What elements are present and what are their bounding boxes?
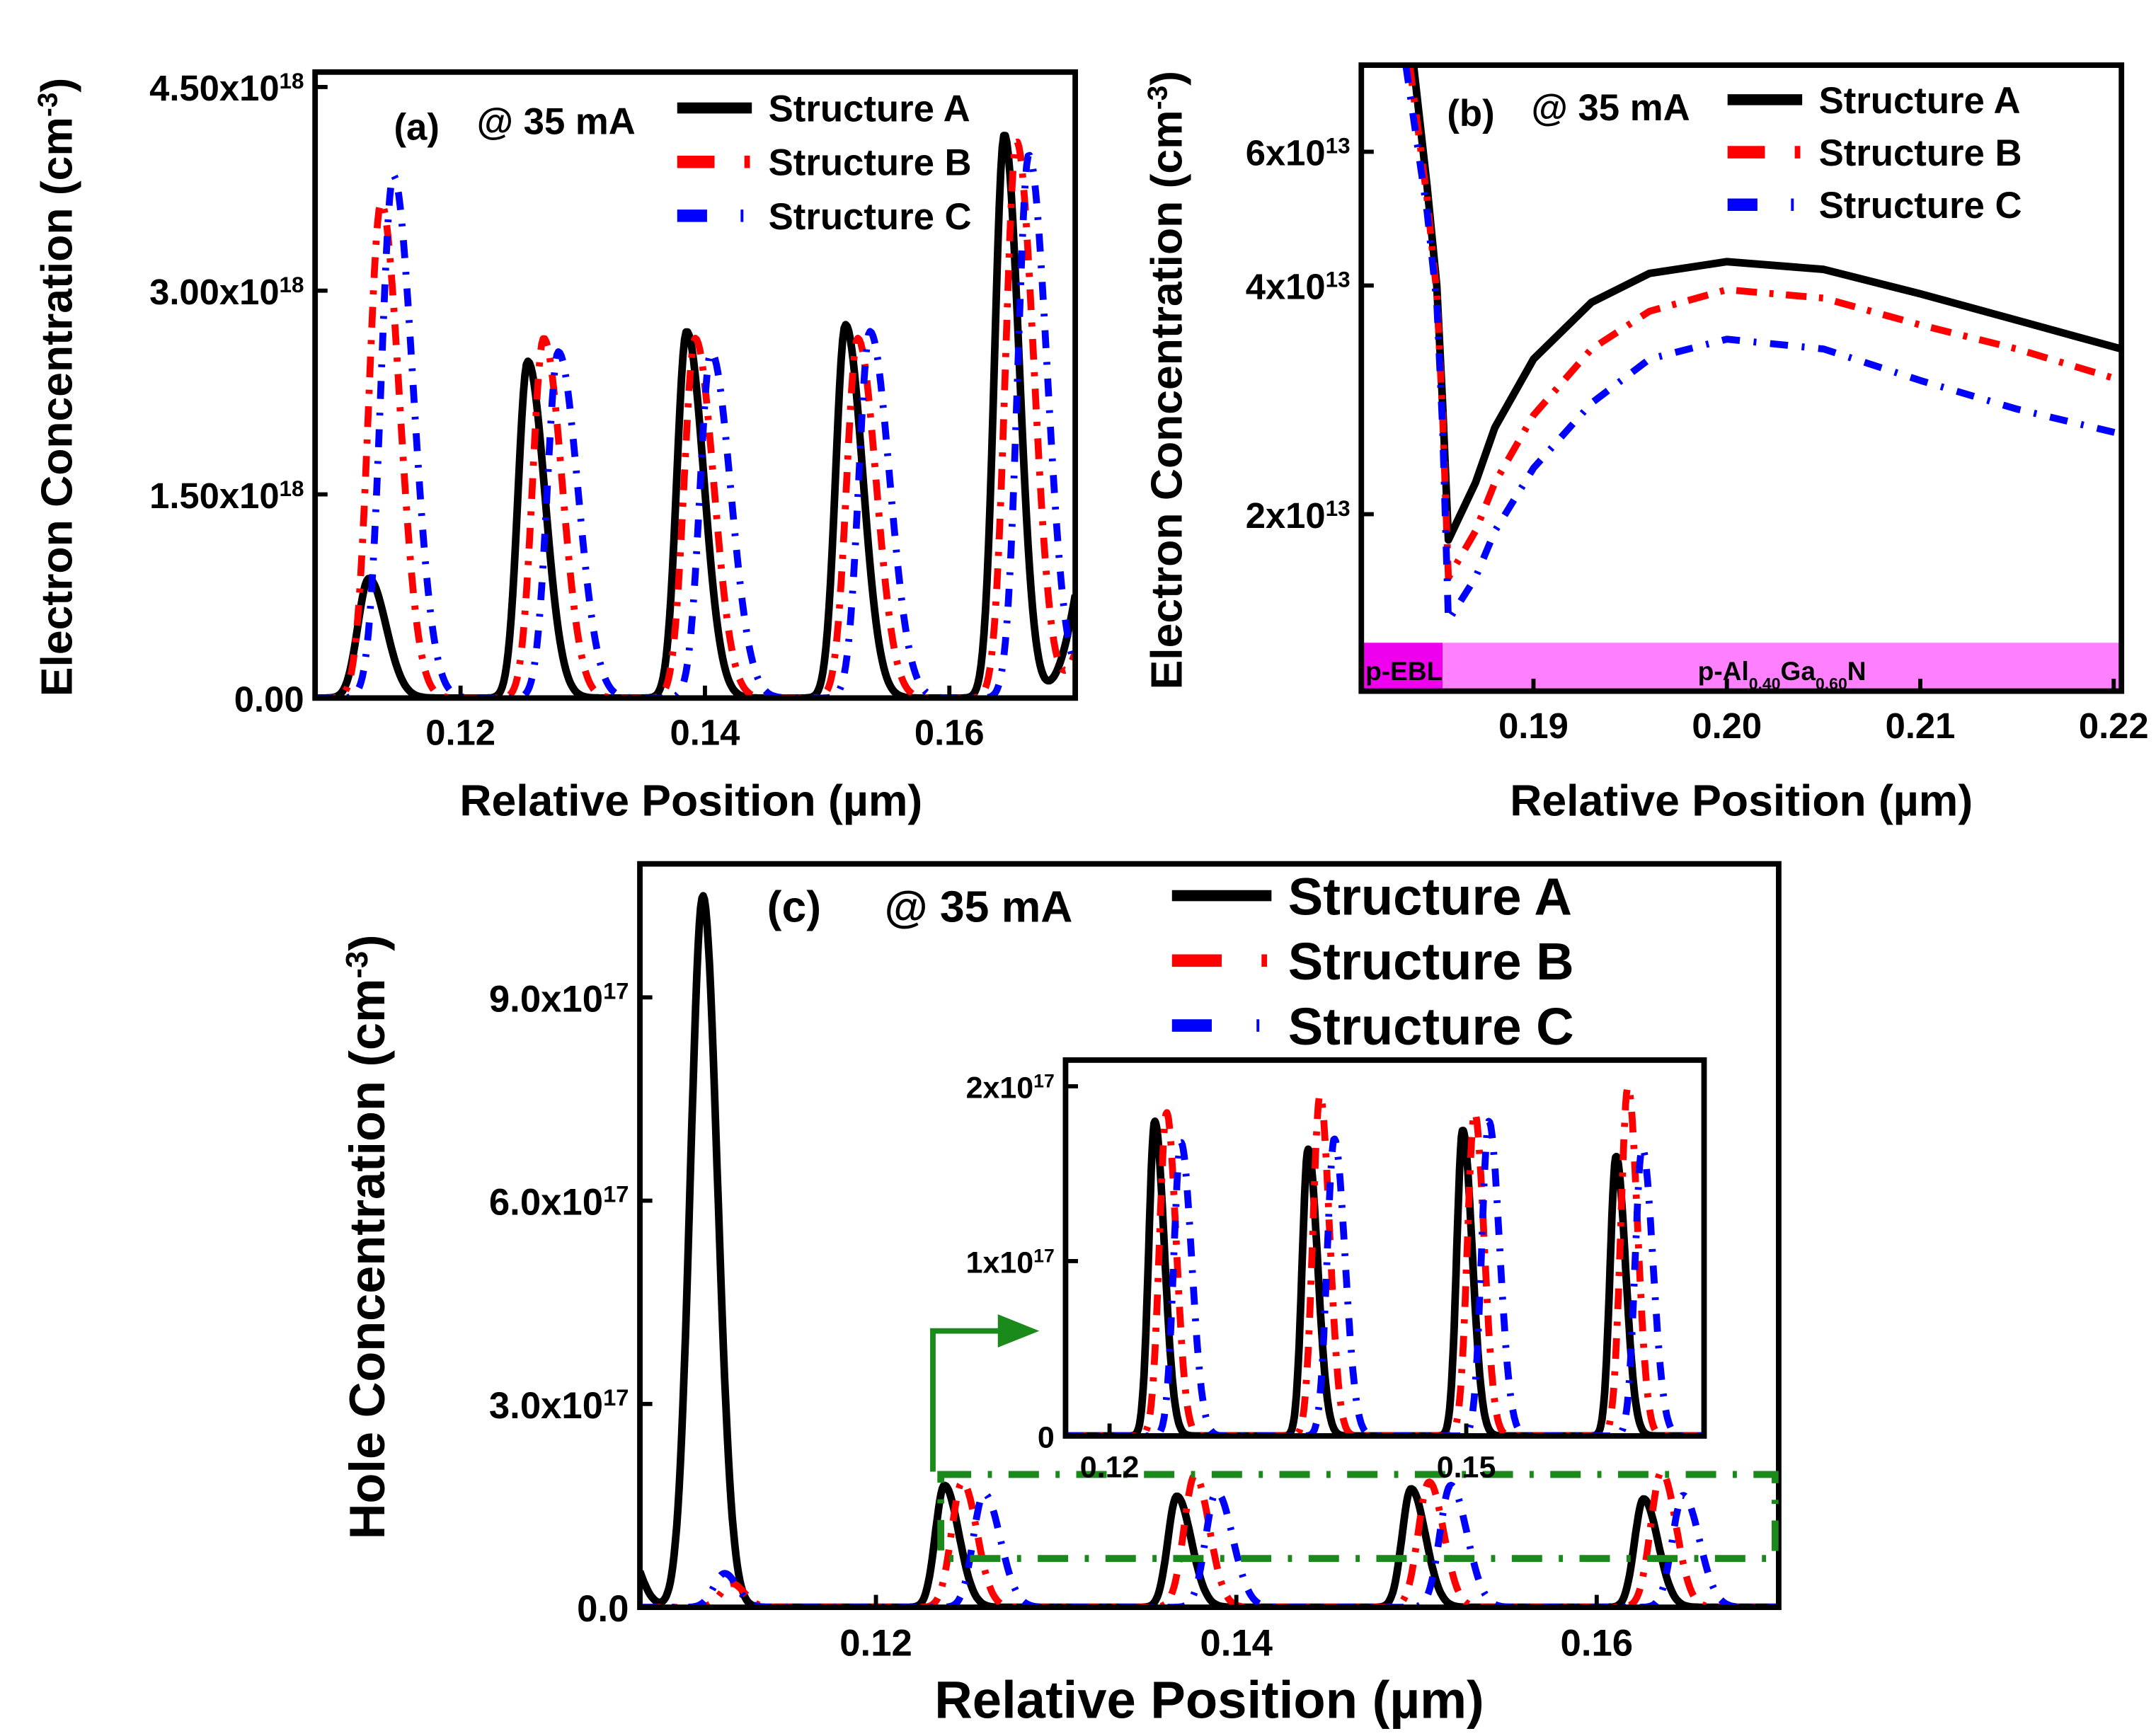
inset-plot-frame [1062, 1057, 1707, 1439]
c-y-tick-label: 6.0x1017 [489, 1180, 629, 1224]
c-x-tick-label: 0.14 [1200, 1622, 1273, 1664]
series-line-B [640, 1468, 1779, 1608]
x-axis-title-a: Relative Position (µm) [459, 776, 922, 825]
c-x-tick-label: 0.12 [839, 1622, 912, 1664]
x-axis-title-c: Relative Position (µm) [934, 1670, 1484, 1729]
y-axis-title-c: Hole Concentration (cm-3) [339, 934, 395, 1539]
inset-x-tick-label: 0.12 [1080, 1451, 1140, 1485]
zoom-arrow-head [997, 1314, 1040, 1348]
b-x-tick-label: 0.22 [2079, 706, 2149, 746]
a-plot-frame [312, 69, 1078, 701]
panel-a-annotation: @ 35 mA [477, 101, 636, 143]
legend-label-A: Structure A [1288, 867, 1572, 926]
c-y-tick-label: 9.0x1017 [489, 977, 629, 1021]
b-x-tick-label: 0.20 [1692, 706, 1762, 746]
b-plot-frame [1358, 62, 2125, 694]
panel-a: 0.12 0.14 0.16 0.00 1.50x1018 3.00x1018 4.50x1… [33, 68, 1078, 825]
inset-y-tick-label: 0 [1038, 1420, 1055, 1454]
b-y-tick-label: 6x1013 [1246, 133, 1351, 173]
series-line-C [1402, 65, 2122, 624]
a-y-tick-label: 3.00x1018 [149, 272, 304, 312]
c-y-tick-label: 0.0 [577, 1588, 629, 1630]
b-y-tick-label: 4x1013 [1246, 267, 1351, 307]
a-y-tick-label: 4.50x1018 [149, 68, 304, 108]
b-x-tick-label: 0.21 [1886, 706, 1956, 746]
legend-label-B: Structure B [769, 142, 972, 184]
panel-a-label: (a) [394, 106, 439, 148]
region-band-0 [1361, 643, 1443, 691]
panel-b-annotation: @ 35 mA [1531, 87, 1690, 129]
panel-c-label: (c) [767, 883, 821, 932]
b-x-tick-label: 0.19 [1498, 706, 1569, 746]
c-y-tick-label: 3.0x1017 [489, 1384, 629, 1426]
a-x-tick-label: 0.12 [425, 713, 495, 753]
legend-label-C: Structure C [1819, 185, 2022, 226]
inset-x-tick-label: 0.15 [1437, 1451, 1496, 1485]
series-line-A [640, 892, 1779, 1608]
c-plot-frame [637, 861, 1782, 1611]
series-line-C [1065, 1117, 1704, 1437]
c-x-tick-label: 0.16 [1561, 1622, 1634, 1664]
x-axis-title-b: Relative Position (µm) [1510, 776, 1973, 825]
a-x-tick-label: 0.14 [670, 713, 740, 753]
a-x-tick-label: 0.16 [914, 713, 985, 753]
inset-y-tick-label: 2x1017 [966, 1070, 1055, 1105]
series-line-B [1065, 1083, 1704, 1437]
region-band-1 [1443, 643, 2122, 691]
legend-label-A: Structure A [769, 88, 970, 130]
series-line-C [640, 1481, 1779, 1608]
panel-c: 0.12 0.14 0.16 0.0 3.0x1017 6.0x1017 9.0x1017 0… [339, 861, 1782, 1729]
panel-c-annotation: @ 35 mA [885, 883, 1073, 932]
inset-y-tick-label: 1x1017 [966, 1245, 1055, 1280]
legend-label-B: Structure B [1819, 132, 2022, 174]
y-axis-title-b: Electron Concentration (cm-3) [1142, 71, 1191, 689]
zoom-arrow [930, 1328, 1007, 1472]
a-y-tick-label: 0.00 [234, 679, 304, 720]
b-y-tick-label: 2x1013 [1246, 495, 1351, 536]
series-line-B [1406, 65, 2122, 582]
y-axis-title-a: Electron Concentration (cm-3) [33, 78, 82, 696]
legend-label-C: Structure C [769, 196, 972, 238]
legend-label-A: Structure A [1819, 80, 2021, 122]
legend-label-C: Structure C [1288, 997, 1574, 1056]
series-line-A [315, 132, 1076, 699]
a-y-tick-label: 1.50x1018 [149, 476, 304, 516]
region-label-0: p-EBL [1365, 656, 1443, 686]
series-line-B [315, 138, 1076, 699]
zoom-region-box [937, 1471, 1779, 1563]
legend-label-B: Structure B [1288, 932, 1574, 991]
panel-b-label: (b) [1447, 93, 1494, 134]
